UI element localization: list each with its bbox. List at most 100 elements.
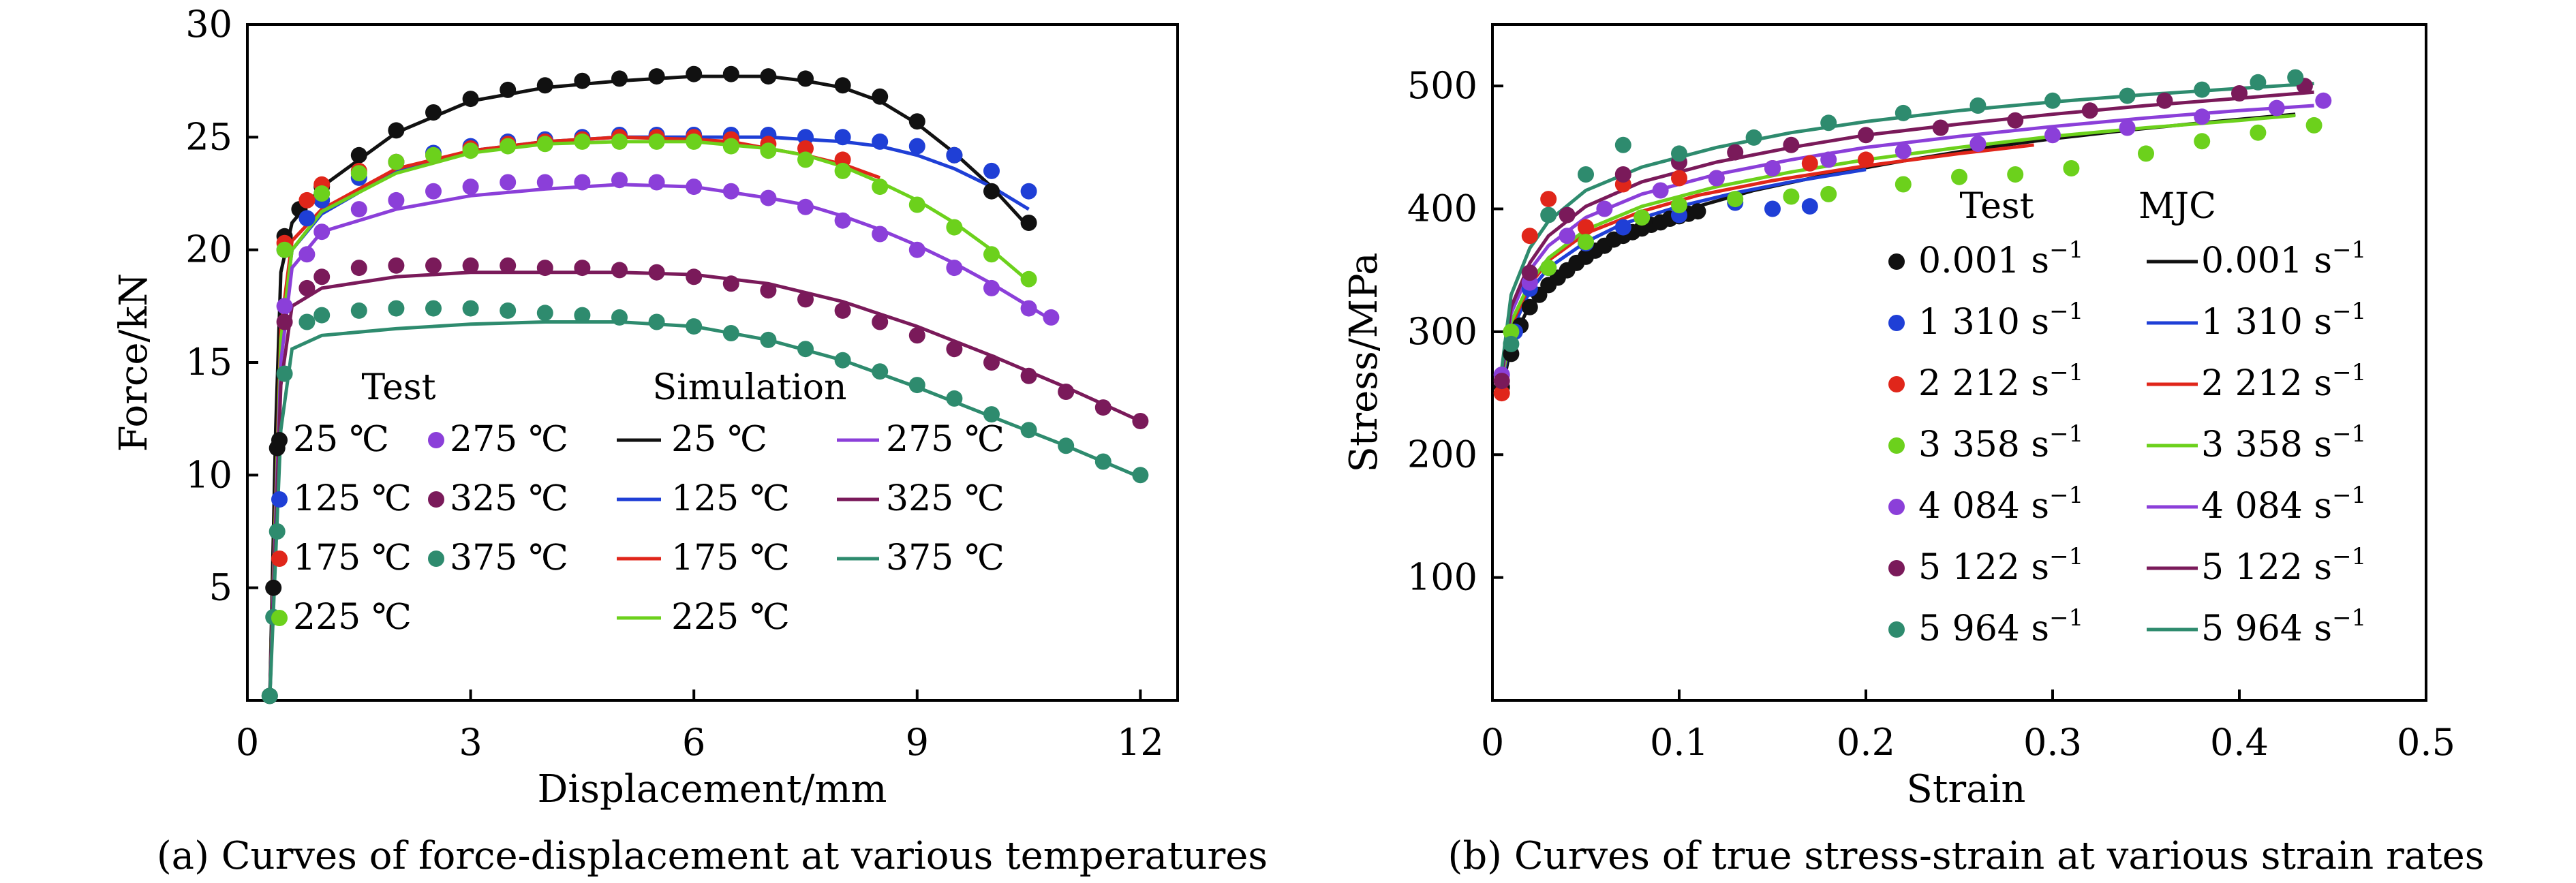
test-point bbox=[462, 257, 479, 274]
test-point bbox=[1540, 206, 1557, 223]
test-point bbox=[462, 91, 479, 108]
test-point bbox=[1969, 97, 1987, 114]
plot-area-b bbox=[1491, 23, 2427, 702]
test-point bbox=[686, 65, 703, 82]
test-point bbox=[983, 162, 1000, 179]
test-point bbox=[834, 302, 851, 319]
test-point bbox=[797, 198, 814, 215]
test-point bbox=[1820, 151, 1837, 168]
legend-marker-test bbox=[428, 491, 444, 508]
test-point bbox=[574, 133, 591, 150]
x-tick-label: 0.3 bbox=[2023, 721, 2082, 764]
test-point bbox=[946, 341, 963, 358]
sim-curve bbox=[1500, 90, 2314, 375]
test-point bbox=[1951, 168, 1967, 185]
test-point bbox=[834, 162, 851, 179]
test-point bbox=[1559, 228, 1576, 245]
test-point bbox=[2044, 92, 2061, 109]
test-point bbox=[462, 300, 479, 317]
test-point bbox=[797, 129, 814, 146]
test-point bbox=[1671, 170, 1687, 187]
test-point bbox=[276, 298, 293, 315]
legend-label: 375 ℃ bbox=[450, 538, 568, 578]
sim-curve bbox=[1500, 168, 1867, 388]
test-point bbox=[834, 151, 851, 168]
legend-marker-test bbox=[1888, 437, 1905, 454]
test-point bbox=[722, 275, 739, 292]
test-point bbox=[1020, 300, 1037, 317]
test-point bbox=[1559, 206, 1576, 223]
legend-label: 225 ℃ bbox=[671, 597, 790, 638]
test-point bbox=[2119, 87, 2136, 104]
test-point bbox=[908, 113, 925, 130]
test-point bbox=[1969, 136, 1987, 152]
test-point bbox=[536, 174, 553, 191]
caption-a: (a) Curves of force-displacement at vari… bbox=[157, 834, 1268, 878]
test-point bbox=[983, 246, 1000, 263]
legend-label: 1 310 s−1 bbox=[2201, 298, 2366, 343]
test-point bbox=[2250, 74, 2267, 91]
test-point bbox=[462, 142, 479, 159]
test-point bbox=[1578, 219, 1594, 236]
test-point bbox=[425, 183, 442, 200]
caption-b: (b) Curves of true stress-strain at vari… bbox=[1447, 834, 2484, 878]
x-tick-label: 0.2 bbox=[1837, 721, 1895, 764]
test-point bbox=[1521, 298, 1538, 315]
test-point bbox=[722, 138, 739, 155]
test-point bbox=[2194, 81, 2211, 98]
x-axis-label-a: Displacement/mm bbox=[537, 767, 887, 811]
test-point bbox=[500, 81, 517, 98]
test-point bbox=[574, 174, 591, 191]
legend-marker-test bbox=[428, 432, 444, 448]
test-point bbox=[1020, 270, 1037, 288]
test-point bbox=[500, 138, 517, 155]
test-point bbox=[1820, 114, 1837, 131]
legend-label: 325 ℃ bbox=[886, 478, 1005, 519]
test-point bbox=[1058, 437, 1075, 454]
test-point bbox=[908, 241, 925, 258]
test-point bbox=[797, 151, 814, 168]
x-tick-label: 3 bbox=[459, 721, 482, 764]
test-point bbox=[872, 226, 889, 243]
legend-label: 25 ℃ bbox=[293, 419, 389, 460]
test-point bbox=[686, 268, 703, 285]
test-point bbox=[797, 341, 814, 358]
test-point bbox=[1652, 182, 1669, 199]
test-point bbox=[611, 172, 628, 189]
test-point bbox=[1895, 142, 1912, 159]
test-point bbox=[536, 260, 553, 277]
y-tick-label: 10 bbox=[185, 453, 232, 496]
x-tick-label: 0.5 bbox=[2397, 721, 2455, 764]
test-point bbox=[648, 68, 665, 85]
y-tick-label: 30 bbox=[185, 3, 232, 46]
test-point bbox=[1727, 144, 1744, 161]
test-point bbox=[536, 305, 553, 322]
test-point bbox=[2007, 112, 2024, 129]
test-point bbox=[611, 133, 628, 150]
test-point bbox=[425, 104, 442, 121]
test-point bbox=[722, 325, 739, 341]
test-point bbox=[388, 257, 405, 274]
test-point bbox=[388, 191, 405, 208]
test-point bbox=[1521, 228, 1538, 245]
test-point bbox=[425, 146, 442, 164]
y-tick-label: 500 bbox=[1407, 64, 1477, 107]
test-point bbox=[872, 363, 889, 380]
test-point bbox=[1521, 264, 1538, 281]
test-point bbox=[1020, 367, 1037, 384]
test-point bbox=[908, 138, 925, 155]
legend-marker-test bbox=[1888, 621, 1905, 638]
test-point bbox=[760, 68, 777, 85]
test-point bbox=[1503, 335, 1520, 352]
x-tick-label: 9 bbox=[906, 721, 929, 764]
test-point bbox=[313, 307, 331, 324]
test-point bbox=[722, 65, 739, 82]
test-point bbox=[1578, 166, 1594, 183]
x-tick-label: 0 bbox=[236, 721, 259, 764]
y-axis-label-b: Stress/MPa bbox=[1342, 252, 1386, 472]
test-point bbox=[946, 390, 963, 407]
test-point bbox=[269, 523, 286, 540]
test-point bbox=[1614, 136, 1631, 153]
test-point bbox=[908, 377, 925, 394]
